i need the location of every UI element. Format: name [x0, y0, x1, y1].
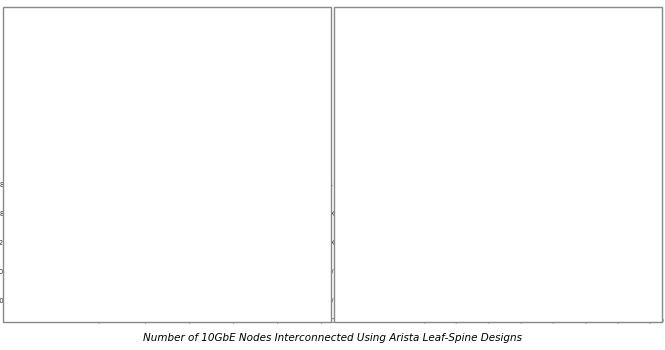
Text: 7050X Series: 7050X Series — [591, 119, 647, 127]
FancyBboxPatch shape — [21, 124, 78, 136]
Text: ...: ... — [150, 60, 162, 72]
Text: Number of 10GbE Nodes Interconnected Using Arista Leaf-Spine Designs: Number of 10GbE Nodes Interconnected Usi… — [143, 333, 522, 343]
Bar — [397, 233, 469, 251]
Text: 2,256: 2,256 — [472, 239, 492, 245]
FancyBboxPatch shape — [177, 124, 234, 136]
Bar — [397, 175, 617, 193]
Text: 8: 8 — [259, 19, 265, 28]
Bar — [60, 233, 114, 251]
FancyBboxPatch shape — [482, 27, 545, 95]
Text: 2: 2 — [100, 19, 107, 28]
Text: 13,824: 13,824 — [184, 210, 209, 216]
Text: 720: 720 — [423, 298, 436, 303]
Bar — [60, 204, 182, 222]
Bar — [397, 204, 543, 222]
Text: 3,072: 3,072 — [90, 268, 110, 274]
Bar — [60, 175, 304, 193]
FancyBboxPatch shape — [239, 34, 286, 98]
Text: Scales to 27,648 nodes with 7050X Series: Scales to 27,648 nodes with 7050X Series — [61, 142, 274, 151]
Text: Arista 7508E: Arista 7508E — [593, 50, 647, 59]
FancyBboxPatch shape — [182, 34, 229, 98]
Text: 7050TX Series: 7050TX Series — [255, 126, 317, 135]
Text: 6,144: 6,144 — [116, 239, 137, 245]
FancyBboxPatch shape — [234, 124, 291, 136]
Text: 6,816: 6,816 — [619, 181, 640, 187]
Text: Arista 7508E: Arista 7508E — [262, 55, 317, 64]
Bar — [60, 292, 73, 309]
FancyBboxPatch shape — [402, 117, 466, 130]
Text: 4,512: 4,512 — [545, 210, 565, 216]
Bar — [60, 262, 87, 280]
FancyBboxPatch shape — [402, 27, 466, 95]
FancyBboxPatch shape — [26, 34, 74, 98]
Bar — [397, 262, 444, 280]
Text: 1: 1 — [47, 19, 53, 28]
Text: 1,536: 1,536 — [76, 298, 96, 303]
Text: Scales to 6,816 nodes with 7050X Series: Scales to 6,816 nodes with 7050X Series — [394, 142, 601, 151]
FancyBboxPatch shape — [482, 117, 545, 130]
FancyBboxPatch shape — [75, 124, 132, 136]
Text: 7: 7 — [202, 19, 209, 28]
FancyBboxPatch shape — [555, 117, 618, 130]
Bar — [397, 292, 420, 309]
Text: 27,648: 27,648 — [307, 181, 331, 187]
FancyBboxPatch shape — [80, 34, 128, 98]
FancyBboxPatch shape — [339, 117, 402, 130]
Text: 1,440: 1,440 — [446, 268, 466, 274]
